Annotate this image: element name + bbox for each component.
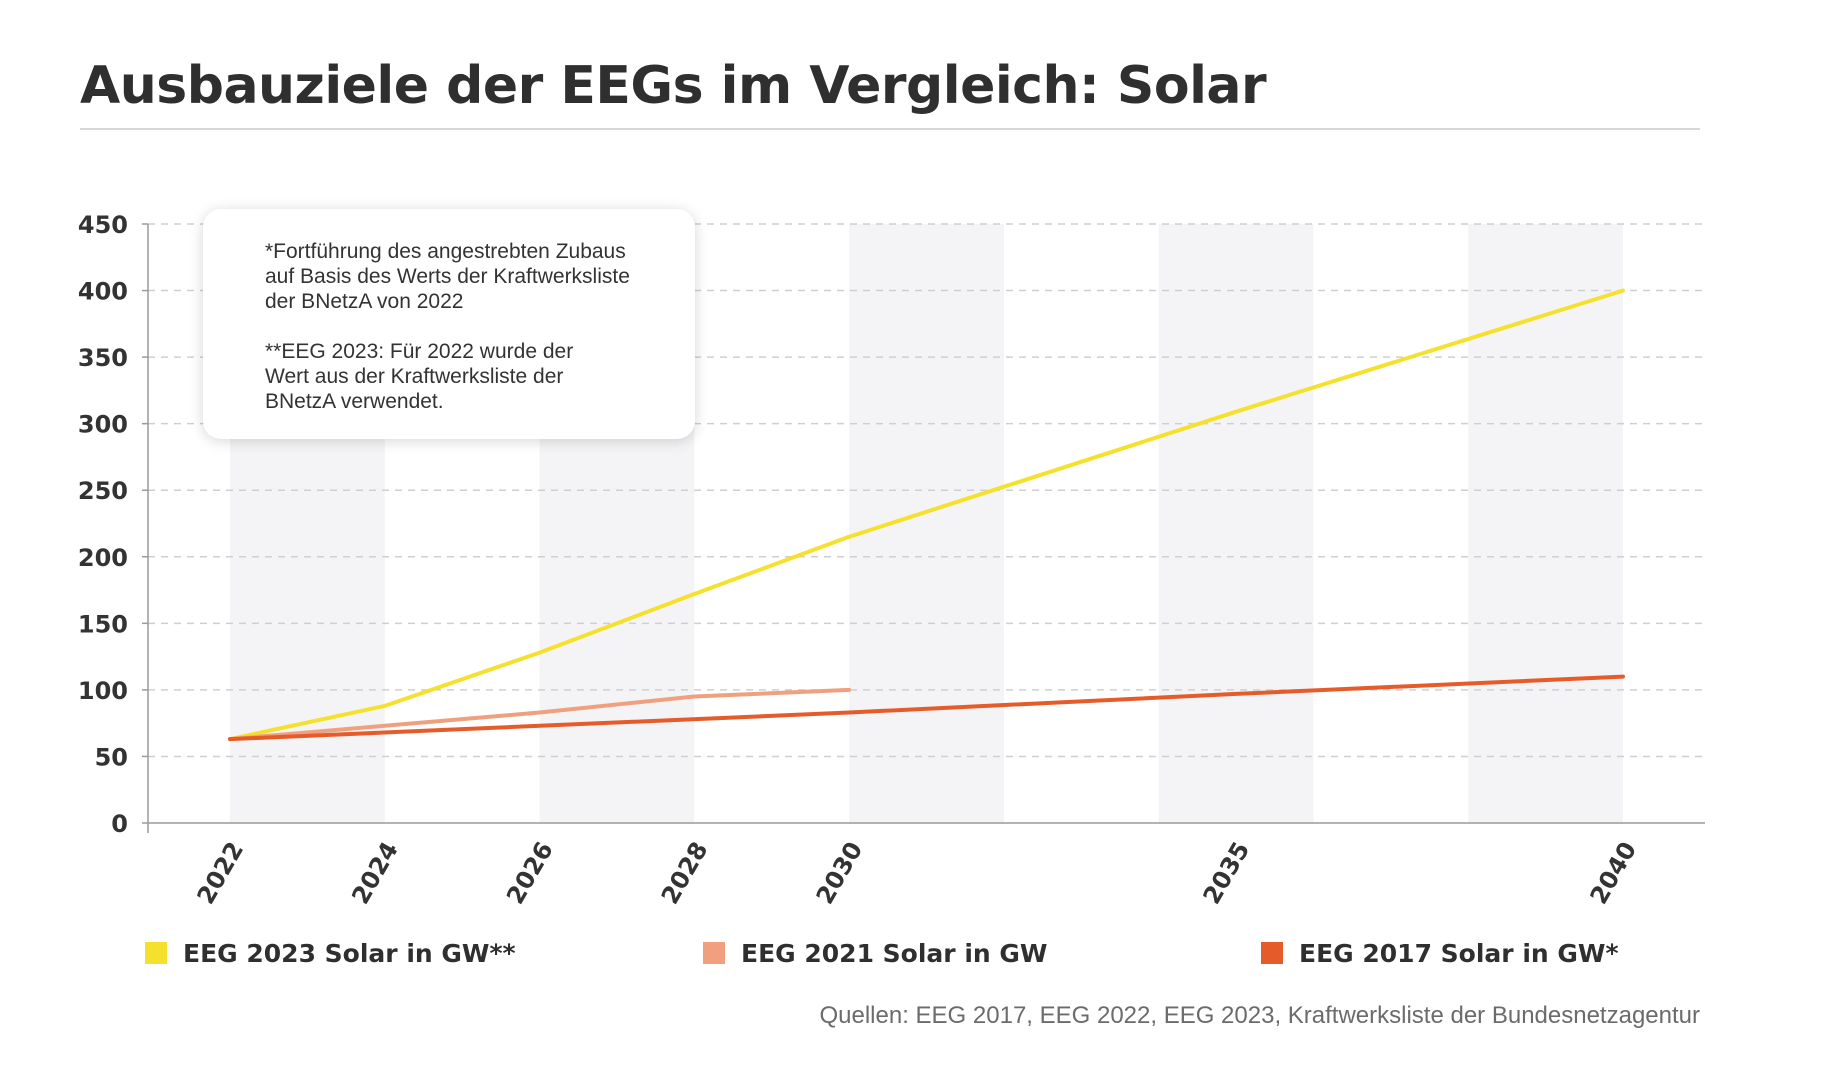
legend-swatch-eeg2023 — [145, 942, 167, 964]
x-tick-label-2024: 2024 — [346, 837, 404, 909]
footnote-eeg2023: **EEG 2023: Für 2022 wurde der Wert aus … — [265, 340, 574, 413]
y-tick-label-400: 400 — [78, 278, 128, 306]
y-tick-label-50: 50 — [95, 743, 128, 771]
series-line-eeg2021 — [228, 687, 852, 742]
x-tick-label-2035: 2035 — [1198, 837, 1256, 909]
x-axis-ticks: 2022 2024 2026 2028 2030 2035 2040 — [192, 837, 1643, 909]
y-tick-label-300: 300 — [78, 411, 128, 439]
series-line-eeg2023 — [228, 288, 1625, 742]
y-tick-label-200: 200 — [78, 544, 128, 572]
y-tick-label-0: 0 — [111, 810, 128, 838]
legend-label-eeg2021: EEG 2021 Solar in GW — [741, 938, 1048, 968]
shaded-band-3 — [1158, 224, 1314, 823]
shaded-band-2 — [849, 224, 1004, 823]
shaded-band-4 — [1468, 224, 1623, 823]
legend-swatch-eeg2017 — [1261, 942, 1283, 964]
x-tick-label-2028: 2028 — [656, 837, 714, 909]
series-line-eeg2017 — [228, 674, 1625, 742]
x-tick-label-2022: 2022 — [192, 837, 250, 909]
x-tick-label-2030: 2030 — [811, 837, 869, 909]
title-divider — [80, 128, 1700, 130]
legend-item-eeg2023: EEG 2023 Solar in GW** — [145, 938, 516, 968]
footnote-eeg2017: *Fortführung des angestrebten Zubaus auf… — [265, 240, 630, 313]
footnote-box: *Fortführung des angestrebten Zubaus auf… — [203, 209, 695, 439]
x-tick-label-2040: 2040 — [1585, 837, 1643, 909]
chart-title: Ausbauziele der EEGs im Vergleich: Solar — [80, 56, 1267, 116]
x-tick-label-2026: 2026 — [501, 837, 559, 909]
y-tick-label-100: 100 — [78, 677, 128, 705]
y-tick-label-350: 350 — [78, 344, 128, 372]
axes — [147, 224, 1705, 833]
y-tick-label-250: 250 — [78, 477, 128, 505]
y-tick-label-450: 450 — [78, 211, 128, 239]
legend-swatch-eeg2021 — [703, 942, 725, 964]
y-axis-ticks: 0 50 100 150 200 250 300 350 400 450 — [78, 211, 148, 838]
series-lines — [228, 288, 1625, 742]
source-note: Quellen: EEG 2017, EEG 2022, EEG 2023, K… — [819, 1002, 1700, 1029]
legend-label-eeg2017: EEG 2017 Solar in GW* — [1299, 938, 1619, 968]
legend-item-eeg2021: EEG 2021 Solar in GW — [703, 938, 1047, 968]
legend-item-eeg2017: EEG 2017 Solar in GW* — [1261, 938, 1619, 968]
y-tick-label-150: 150 — [78, 610, 128, 638]
legend-label-eeg2023: EEG 2023 Solar in GW** — [183, 938, 516, 968]
